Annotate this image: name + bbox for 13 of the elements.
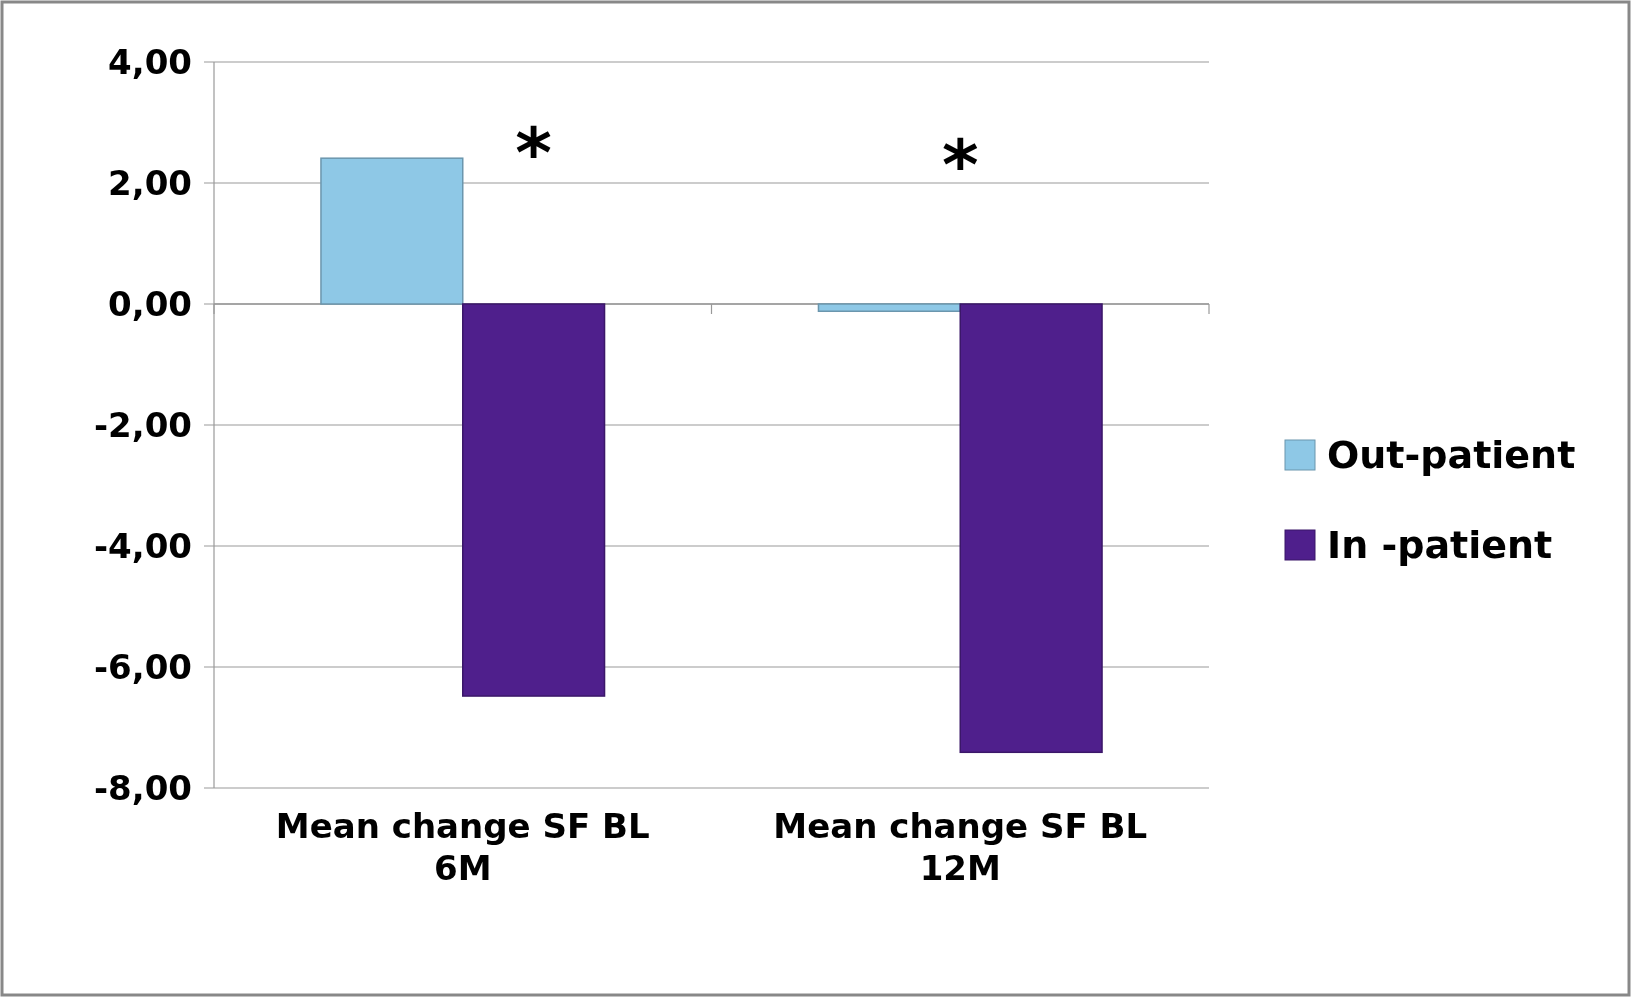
y-tick-label: -6,00 <box>94 646 192 687</box>
legend-label: In -patient <box>1327 523 1553 568</box>
annotation: * <box>515 112 552 194</box>
y-tick-label: 2,00 <box>108 162 192 203</box>
y-tick-label: 4,00 <box>108 41 192 82</box>
legend-label: Out-patient <box>1327 433 1576 478</box>
x-tick-label: Mean change SF BL 6M <box>275 806 650 888</box>
x-tick-label: Mean change SF BL 12M <box>773 806 1148 888</box>
y-tick-label: -8,00 <box>94 767 192 808</box>
y-tick-label: -4,00 <box>94 525 192 566</box>
annotation: * <box>941 124 979 206</box>
y-tick-label: -2,00 <box>94 404 192 445</box>
y-tick-label: 0,00 <box>108 283 192 324</box>
